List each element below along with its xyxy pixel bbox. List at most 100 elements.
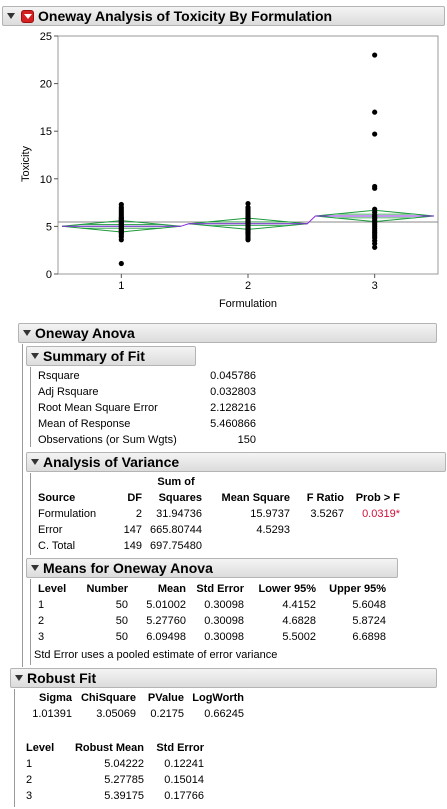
cell-f <box>294 538 348 554</box>
red-triangle-menu-icon[interactable] <box>21 9 34 23</box>
disclosure-icon[interactable] <box>31 459 39 465</box>
cell-p <box>348 522 404 538</box>
means-note: Std Error uses a pooled estimate of erro… <box>34 649 278 661</box>
stat-value: 5.460866 <box>210 418 256 430</box>
stat-value: 0.045786 <box>210 370 256 382</box>
outline-guide-line <box>30 473 31 555</box>
table-row: 2 5.27785 0.15014 <box>22 772 208 788</box>
col-header-ss-top: Sum of <box>157 476 195 488</box>
cell-upper-95: 6.6898 <box>352 631 386 643</box>
cell-ms <box>206 538 294 554</box>
table-row: Adj Rsquare 0.032803 <box>34 384 260 400</box>
table-row: 1 5.04222 0.12241 <box>22 756 208 772</box>
cell-source: Error <box>38 524 63 536</box>
col-header: Mean <box>157 583 186 595</box>
summary-of-fit-header[interactable]: Summary of Fit <box>26 346 196 366</box>
cell-chisquare: 3.05069 <box>96 708 136 720</box>
cell-upper-95: 5.8724 <box>352 615 386 627</box>
cell-ms: 4.5293 <box>256 524 290 536</box>
table-row: 1.01391 3.05069 0.2175 0.66245 <box>22 706 248 722</box>
robust-fit-title: Robust Fit <box>27 670 97 686</box>
y-tick-label: 5 <box>46 221 52 233</box>
stat-label: Root Mean Square Error <box>38 402 158 414</box>
disclosure-icon[interactable] <box>7 13 15 19</box>
x-tick-label: 3 <box>372 280 378 292</box>
oneway-plot: Toxicity Formulation 0 5 10 15 20 25 1 2 3 <box>20 31 439 310</box>
cell-f: 3.5267 <box>310 508 344 520</box>
cell-robust-mean: 5.04222 <box>104 758 144 770</box>
table-row: Rsquare 0.045786 <box>34 368 260 384</box>
y-tick-label: 15 <box>40 126 52 138</box>
data-point <box>245 200 251 207</box>
cell-df: 147 <box>123 524 142 536</box>
col-header: PValue <box>147 692 184 704</box>
cell-source: Formulation <box>38 508 97 520</box>
y-tick-label: 0 <box>46 269 52 281</box>
cell-robust-mean: 5.39175 <box>104 790 144 802</box>
data-point <box>118 260 124 267</box>
stat-label: Mean of Response <box>38 418 131 430</box>
disclosure-icon[interactable] <box>15 675 23 681</box>
cell-ss: 665.80744 <box>150 524 202 536</box>
report-header: Oneway Analysis of Toxicity By Formulati… <box>2 6 445 26</box>
cell-f <box>294 522 348 538</box>
outline-guide-line <box>30 579 31 665</box>
table-header-row: Sum of <box>34 474 404 490</box>
table-row: 3 5.39175 0.17766 <box>22 788 208 804</box>
oneway-anova-title: Oneway Anova <box>35 325 135 341</box>
cell-std-error: 0.30098 <box>204 599 244 611</box>
disclosure-icon[interactable] <box>23 330 31 336</box>
col-header-ss: Squares <box>158 492 202 504</box>
col-header: Robust Mean <box>74 742 144 754</box>
stat-label: Adj Rsquare <box>38 386 99 398</box>
table-row: Error 147 665.80744 4.5293 <box>34 522 404 538</box>
analysis-of-variance-title: Analysis of Variance <box>43 454 180 470</box>
cell-number: 50 <box>115 615 128 627</box>
outline-guide-line <box>30 367 31 447</box>
cell-mean: 5.01002 <box>146 599 186 611</box>
cell-df: 2 <box>135 508 142 520</box>
col-header: Std Error <box>156 742 204 754</box>
cell-pvalue: 0.2175 <box>150 708 184 720</box>
col-header: Upper 95% <box>329 583 386 595</box>
x-tick-label: 2 <box>245 280 251 292</box>
robust-fit-header[interactable]: Robust Fit <box>10 668 437 688</box>
cell-level: 3 <box>26 790 33 802</box>
data-point <box>372 244 378 250</box>
oneway-anova-header[interactable]: Oneway Anova <box>18 323 437 343</box>
data-point <box>372 109 378 115</box>
table-header-row: Level Number Mean Std Error Lower 95% Up… <box>34 581 390 597</box>
col-header-p: Prob > F <box>355 492 400 504</box>
data-point <box>372 185 378 191</box>
cell-p: 0.0319* <box>362 508 400 520</box>
anova-table: Sum of Source DF Squares Mean Square F R… <box>34 474 404 554</box>
cell-mean: 6.09498 <box>146 631 186 643</box>
col-header: Level <box>38 583 67 595</box>
analysis-of-variance-header[interactable]: Analysis of Variance <box>26 452 446 472</box>
disclosure-icon[interactable] <box>31 353 39 359</box>
cell-std-error: 0.17766 <box>164 790 204 802</box>
summary-of-fit-title: Summary of Fit <box>43 348 145 364</box>
data-point <box>245 237 251 243</box>
col-header: Number <box>86 583 128 595</box>
col-header: ChiSquare <box>80 692 136 704</box>
means-table: Level Number Mean Std Error Lower 95% Up… <box>34 581 390 645</box>
disclosure-icon[interactable] <box>31 565 39 571</box>
col-header-source: Source <box>38 492 76 504</box>
cell-std-error: 0.12241 <box>164 758 204 770</box>
x-axis-label: Formulation <box>219 298 277 310</box>
cell-lower-95: 4.6828 <box>282 615 316 627</box>
cell-df: 149 <box>123 540 142 552</box>
stat-value: 0.032803 <box>210 386 256 398</box>
means-header[interactable]: Means for Oneway Anova <box>26 558 398 578</box>
table-row: C. Total 149 697.75480 <box>34 538 404 554</box>
y-tick-label: 25 <box>40 31 52 43</box>
stat-label: Rsquare <box>38 370 80 382</box>
col-header: Sigma <box>38 692 72 704</box>
table-header-row: Sigma ChiSquare PValue LogWorth <box>22 690 248 706</box>
cell-std-error: 0.30098 <box>204 615 244 627</box>
table-header-row: Level Robust Mean Std Error <box>22 740 208 756</box>
cell-number: 50 <box>115 631 128 643</box>
col-header-f: F Ratio <box>306 492 344 504</box>
cell-ss: 697.75480 <box>150 540 202 552</box>
